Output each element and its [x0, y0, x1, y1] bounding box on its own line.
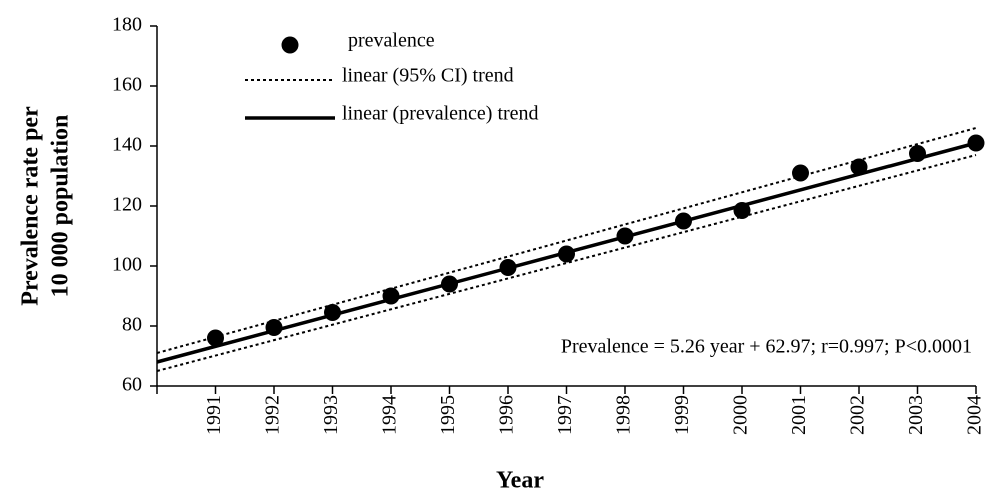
- x-tick-label: 1997: [554, 395, 576, 435]
- legend-label: prevalence: [348, 30, 435, 52]
- x-tick-label: 1999: [671, 395, 693, 435]
- x-tick-label: 1996: [496, 395, 518, 435]
- legend-marker: [281, 36, 299, 54]
- x-tick-label: 1998: [613, 395, 635, 435]
- point: [792, 164, 809, 182]
- x-tick-label: 2000: [730, 395, 752, 435]
- y-tick-label: 180: [112, 14, 142, 36]
- x-tick-label: 2003: [905, 395, 927, 435]
- x-tick-label: 2004: [964, 395, 986, 435]
- y-axis-label: Prevalence rate per: [18, 106, 44, 306]
- y-tick-label: 120: [112, 194, 142, 216]
- x-tick-label: 1992: [262, 395, 284, 435]
- x-tick-label: 2001: [788, 395, 810, 435]
- y-tick-label: 160: [112, 74, 142, 96]
- x-tick-label: 1991: [203, 395, 225, 435]
- point: [207, 329, 224, 347]
- legend-label: linear (prevalence) trend: [342, 103, 539, 125]
- x-tick-label: 1994: [379, 395, 401, 435]
- annotation: Prevalence = 5.26 year + 62.97; r=0.997;…: [561, 336, 972, 358]
- x-tick-label: 1995: [437, 395, 459, 435]
- x-axis-label: Year: [496, 468, 544, 494]
- legend-label: linear (95% CI) trend: [342, 65, 514, 87]
- point: [850, 158, 868, 176]
- y-tick-label: 80: [122, 314, 142, 336]
- y-tick-label: 140: [112, 134, 142, 156]
- x-tick-label: 1993: [320, 395, 342, 435]
- x-tick-label: 2002: [847, 395, 869, 435]
- ci-upper-line: [156, 127, 977, 354]
- y-tick-label: 100: [112, 254, 142, 276]
- trend-line: [156, 141, 977, 364]
- y-tick-label: 60: [122, 374, 142, 396]
- y-axis-label: 10 000 population: [48, 115, 74, 298]
